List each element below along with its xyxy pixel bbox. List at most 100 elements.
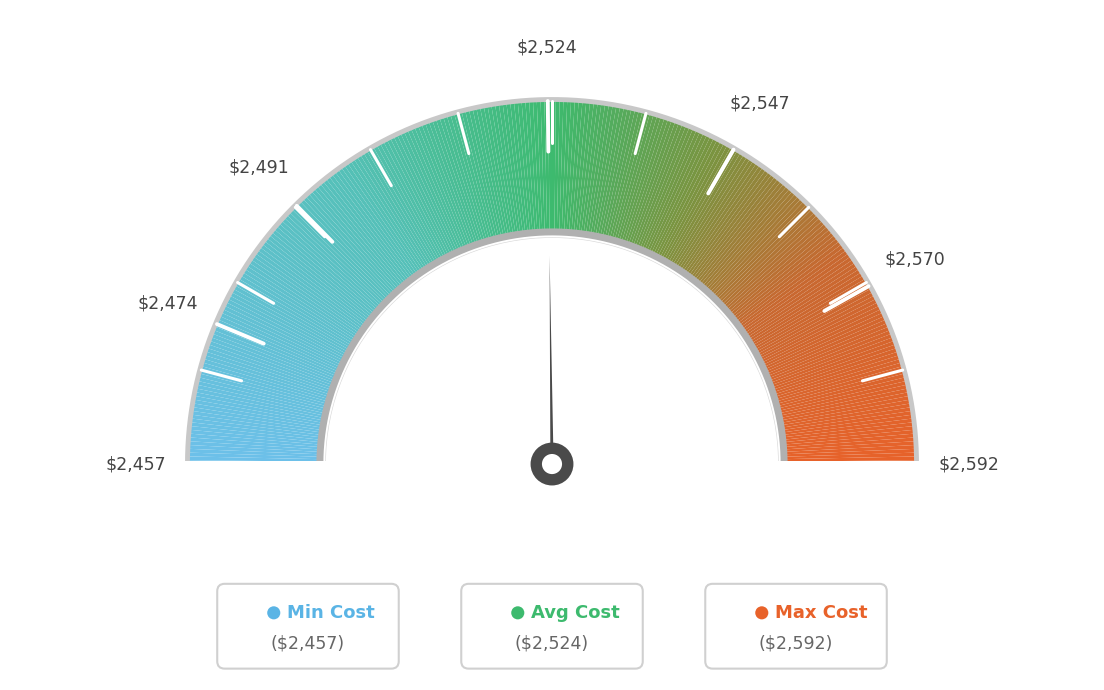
Wedge shape: [488, 106, 513, 235]
Wedge shape: [764, 317, 885, 372]
Wedge shape: [639, 128, 692, 250]
Wedge shape: [782, 415, 912, 435]
Wedge shape: [633, 124, 682, 247]
Text: $2,457: $2,457: [105, 455, 166, 473]
Text: $2,491: $2,491: [229, 159, 289, 177]
Wedge shape: [626, 120, 671, 245]
Wedge shape: [784, 433, 914, 447]
Wedge shape: [781, 404, 911, 428]
Wedge shape: [480, 108, 509, 237]
Wedge shape: [418, 125, 469, 248]
Wedge shape: [666, 148, 733, 263]
Wedge shape: [192, 411, 322, 433]
Wedge shape: [782, 407, 911, 430]
Wedge shape: [287, 213, 384, 305]
Wedge shape: [654, 137, 713, 256]
Wedge shape: [739, 248, 846, 328]
Wedge shape: [730, 230, 831, 316]
Wedge shape: [455, 113, 492, 241]
Wedge shape: [261, 244, 368, 326]
Wedge shape: [381, 142, 445, 259]
Wedge shape: [245, 266, 358, 339]
Wedge shape: [784, 437, 914, 449]
Wedge shape: [731, 233, 835, 318]
Wedge shape: [771, 341, 895, 388]
Wedge shape: [593, 107, 620, 236]
Wedge shape: [242, 273, 354, 344]
Wedge shape: [439, 117, 482, 244]
Wedge shape: [612, 113, 649, 241]
Wedge shape: [195, 393, 325, 420]
Wedge shape: [569, 102, 583, 233]
Text: Avg Cost: Avg Cost: [531, 604, 620, 622]
Wedge shape: [318, 184, 404, 287]
Wedge shape: [201, 366, 328, 404]
Wedge shape: [619, 117, 660, 243]
Wedge shape: [217, 320, 339, 374]
Wedge shape: [728, 227, 829, 314]
Wedge shape: [209, 341, 333, 388]
Wedge shape: [384, 141, 447, 258]
Wedge shape: [293, 207, 388, 302]
Wedge shape: [677, 157, 750, 269]
Wedge shape: [191, 426, 321, 442]
Wedge shape: [694, 177, 777, 282]
Text: $2,570: $2,570: [884, 251, 946, 269]
Wedge shape: [713, 202, 806, 298]
Wedge shape: [784, 441, 914, 452]
Wedge shape: [342, 166, 420, 275]
Wedge shape: [192, 415, 322, 435]
Wedge shape: [581, 104, 602, 234]
Wedge shape: [554, 101, 560, 232]
Wedge shape: [782, 411, 912, 433]
Wedge shape: [514, 103, 530, 233]
FancyBboxPatch shape: [705, 584, 887, 669]
Wedge shape: [690, 172, 772, 279]
Wedge shape: [529, 101, 540, 233]
Wedge shape: [256, 250, 364, 330]
Wedge shape: [586, 105, 608, 235]
Wedge shape: [237, 279, 352, 348]
Wedge shape: [425, 122, 474, 246]
Wedge shape: [221, 313, 341, 370]
Wedge shape: [601, 109, 631, 237]
Wedge shape: [244, 270, 355, 342]
Text: $2,524: $2,524: [517, 39, 577, 57]
Wedge shape: [326, 238, 778, 464]
Wedge shape: [783, 419, 913, 437]
Wedge shape: [225, 303, 344, 363]
Wedge shape: [736, 244, 843, 326]
Wedge shape: [776, 370, 904, 406]
Wedge shape: [295, 205, 390, 300]
Wedge shape: [657, 141, 720, 258]
Wedge shape: [205, 352, 331, 395]
Wedge shape: [203, 359, 330, 400]
Text: Min Cost: Min Cost: [287, 604, 375, 622]
Wedge shape: [510, 103, 528, 233]
Circle shape: [542, 454, 562, 474]
Wedge shape: [641, 129, 697, 251]
Wedge shape: [603, 110, 635, 238]
Circle shape: [267, 607, 280, 620]
Wedge shape: [757, 296, 875, 359]
Wedge shape: [578, 104, 597, 234]
Wedge shape: [560, 101, 567, 232]
Text: ($2,457): ($2,457): [270, 635, 346, 653]
Wedge shape: [607, 112, 643, 239]
Wedge shape: [404, 131, 459, 252]
Wedge shape: [628, 121, 675, 246]
Wedge shape: [766, 324, 888, 376]
Wedge shape: [537, 101, 544, 232]
Wedge shape: [724, 221, 825, 310]
Text: ($2,592): ($2,592): [758, 635, 834, 653]
Wedge shape: [753, 282, 869, 350]
Wedge shape: [774, 359, 901, 400]
Wedge shape: [732, 235, 837, 320]
Wedge shape: [320, 182, 406, 285]
Wedge shape: [247, 263, 359, 337]
Wedge shape: [344, 164, 422, 273]
Wedge shape: [250, 260, 360, 335]
Wedge shape: [351, 159, 425, 270]
Wedge shape: [605, 110, 638, 239]
Wedge shape: [595, 108, 624, 237]
